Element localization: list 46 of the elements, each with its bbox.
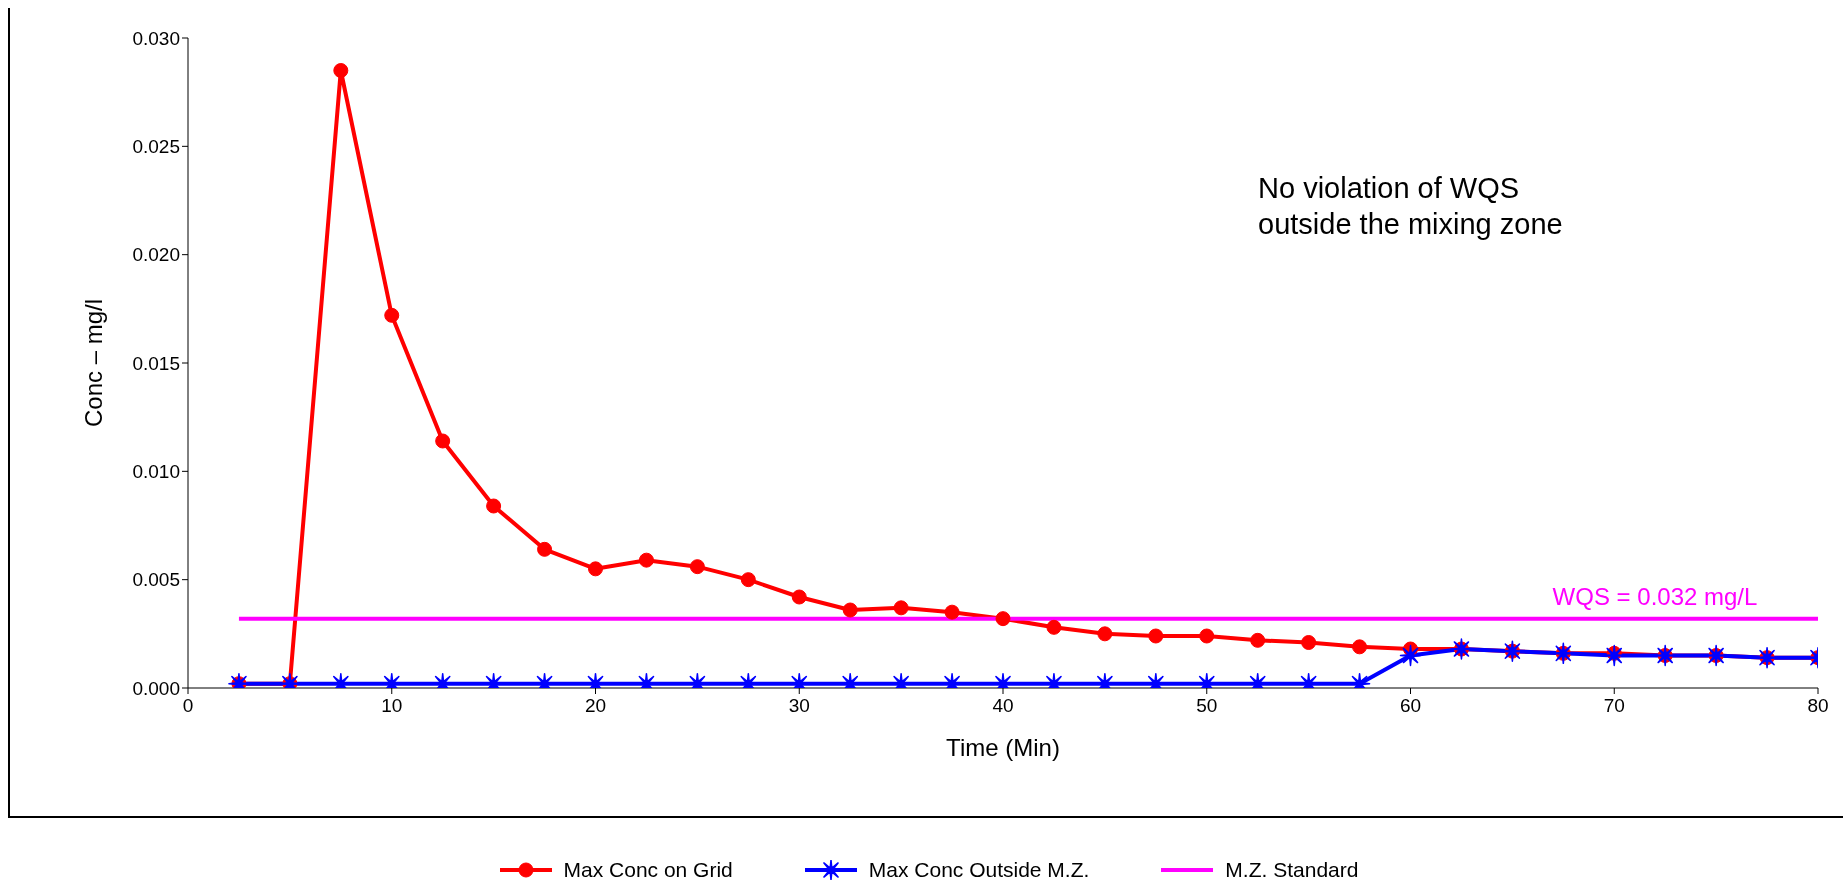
point xyxy=(1399,644,1422,667)
y-axis-title: Conc – mg/l xyxy=(79,298,107,428)
y-tick-label: 0.010 xyxy=(132,461,180,483)
point xyxy=(333,63,349,78)
point xyxy=(995,611,1011,627)
y-tick-label: 0.030 xyxy=(132,27,180,49)
legend-label: M.Z. Standard xyxy=(1225,858,1359,881)
point xyxy=(842,602,858,618)
point xyxy=(638,552,654,568)
point xyxy=(791,589,807,605)
point xyxy=(588,561,603,577)
point xyxy=(1603,644,1625,667)
point xyxy=(1250,632,1266,648)
y-tick-label: 0.020 xyxy=(132,244,180,266)
point xyxy=(384,307,400,323)
point xyxy=(1046,619,1062,635)
point xyxy=(1199,628,1215,644)
y-tick-label: 0.025 xyxy=(132,136,180,158)
point xyxy=(1352,639,1368,655)
point xyxy=(893,600,909,616)
point xyxy=(740,572,756,588)
x-tick-label: 80 xyxy=(1807,695,1829,716)
x-tick-label: 20 xyxy=(584,695,607,716)
legend-label: Max Conc on Grid xyxy=(563,858,733,881)
x-tick-label: 0 xyxy=(182,695,194,716)
point xyxy=(435,433,451,449)
annotation: WQS = 0.032 mg/L xyxy=(1552,582,1758,610)
x-tick-label: 70 xyxy=(1603,695,1625,716)
y-tick-label: 0.015 xyxy=(132,352,180,374)
point xyxy=(689,559,705,575)
x-tick-label: 60 xyxy=(1399,695,1422,716)
annotation: No violation of WQS outside the mixing zone xyxy=(1258,172,1563,240)
point xyxy=(944,604,960,620)
point xyxy=(1097,626,1113,642)
y-tick-label: 0.005 xyxy=(132,569,180,591)
y-tick-label: 0.000 xyxy=(132,677,180,699)
x-tick-label: 40 xyxy=(992,695,1014,716)
x-axis-title: Time (Min) xyxy=(946,734,1060,761)
point xyxy=(1301,635,1317,650)
point xyxy=(537,541,553,557)
x-tick-label: 10 xyxy=(381,695,403,716)
point xyxy=(486,498,502,514)
x-tick-label: 30 xyxy=(788,695,810,716)
x-tick-label: 50 xyxy=(1196,695,1218,716)
legend-label: Max Conc Outside M.Z. xyxy=(868,858,1090,881)
point xyxy=(1148,628,1164,644)
